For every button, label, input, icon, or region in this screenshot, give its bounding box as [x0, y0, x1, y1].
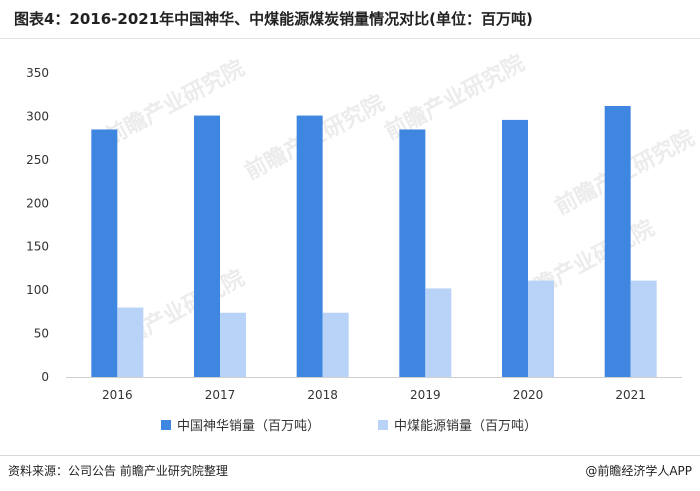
bar: [322, 312, 349, 377]
x-tick-label: 2018: [307, 388, 338, 402]
bar: [117, 307, 144, 377]
x-tick-label: 2016: [102, 388, 133, 402]
title-divider: [0, 38, 700, 39]
y-tick-label: 300: [26, 109, 49, 123]
bar: [630, 280, 657, 377]
x-tick-label: 2021: [615, 388, 646, 402]
x-tick-label: 2020: [513, 388, 544, 402]
footer-divider: [0, 455, 700, 456]
bar: [502, 119, 528, 377]
watermark-text: 前瞻产业研究院: [101, 55, 249, 150]
brand-credit: @前瞻经济学人APP: [585, 464, 692, 478]
bar: [194, 115, 220, 377]
x-axis: 2016 2017 2018 2019 2020 2021: [102, 388, 646, 402]
bars-layer: [91, 106, 657, 378]
bar: [604, 106, 631, 378]
chart-title: 图表4：2016-2021年中国神华、中煤能源煤炭销量情况对比(单位：百万吨): [14, 10, 533, 28]
source-note: 资料来源：公司公告 前瞻产业研究院整理: [8, 464, 228, 478]
x-tick-label: 2019: [410, 388, 441, 402]
bar: [399, 129, 426, 377]
y-tick-label: 100: [26, 283, 49, 297]
x-tick-label: 2017: [205, 388, 236, 402]
y-axis: 0 50 100 150 200 250 300 350: [26, 66, 49, 384]
y-tick-label: 150: [26, 240, 49, 254]
legend-swatch: [161, 420, 171, 430]
y-tick-label: 250: [26, 153, 49, 167]
bar: [91, 129, 118, 377]
y-tick-label: 50: [34, 327, 49, 341]
bar: [296, 115, 323, 377]
y-tick-label: 200: [26, 196, 49, 210]
bar: [528, 280, 554, 377]
bar: [220, 312, 246, 377]
bar: [425, 288, 452, 377]
y-tick-label: 350: [26, 66, 49, 80]
legend-label: 中国神华销量（百万吨）: [177, 419, 320, 434]
legend-swatch: [378, 420, 388, 430]
legend-label: 中煤能源销量（百万吨）: [394, 419, 537, 434]
bar-chart: 前瞻产业研究院前瞻产业研究院前瞻产业研究院前瞻产业研究院前瞻产业研究院前瞻产业研…: [26, 50, 699, 434]
legend: 中国神华销量（百万吨） 中煤能源销量（百万吨）: [161, 419, 537, 434]
y-tick-label: 0: [41, 370, 49, 384]
